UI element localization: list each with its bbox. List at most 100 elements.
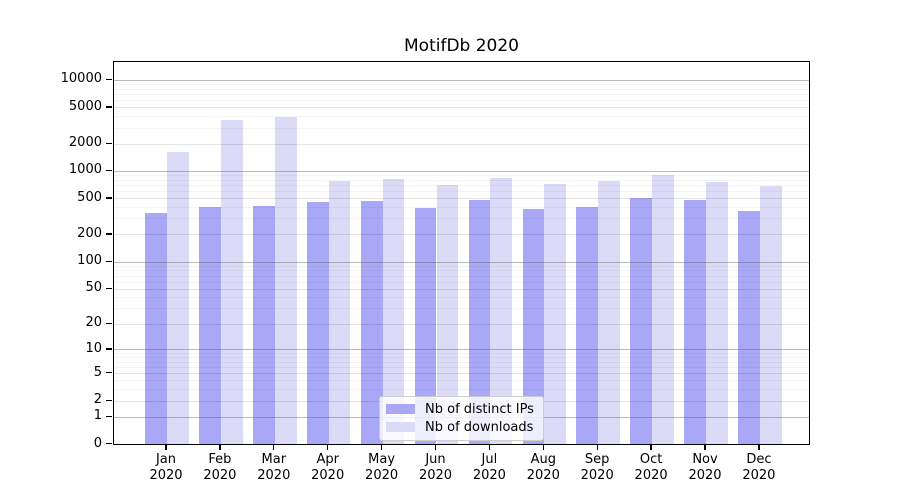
- bar-distinct-ips-jul: [468, 199, 491, 444]
- legend-item-distinct-ips: Nb of distinct IPs: [386, 401, 537, 417]
- x-tick-label-jan: Jan 2020: [149, 452, 183, 483]
- bar-distinct-ips-sep: [576, 207, 599, 444]
- gridline-4: [114, 380, 809, 382]
- bar-downloads-nov: [706, 182, 728, 444]
- y-tick-label-0: 0: [93, 435, 102, 451]
- bar-distinct-ips-nov: [684, 199, 706, 444]
- x-tick-nov: [704, 445, 706, 450]
- y-tick-label-50: 50: [85, 280, 102, 296]
- gridline-20: [114, 323, 809, 325]
- gridline-30: [114, 308, 809, 310]
- y-tick-500: [106, 197, 112, 199]
- bar-distinct-ips-jan: [145, 213, 167, 444]
- bar-downloads-sep: [598, 181, 620, 444]
- x-tick-label-may: May 2020: [365, 452, 399, 483]
- y-tick-20: [106, 322, 112, 324]
- bar-downloads-apr: [328, 181, 351, 444]
- x-tick-label-feb: Feb 2020: [203, 452, 237, 483]
- gridline-8000: [114, 88, 809, 90]
- x-tick-label-dec: Dec 2020: [742, 452, 776, 483]
- gridline-10: [114, 349, 809, 351]
- bar-downloads-jun: [436, 184, 459, 444]
- x-tick-oct: [650, 445, 652, 450]
- x-tick-sep: [596, 445, 598, 450]
- gridline-80: [114, 270, 809, 272]
- bar-distinct-ips-jun: [414, 207, 437, 444]
- gridline-6000: [114, 100, 809, 102]
- y-tick-50: [106, 287, 112, 289]
- x-tick-label-sep: Sep 2020: [580, 452, 614, 483]
- bar-downloads-jan: [167, 152, 189, 444]
- gridline-70: [114, 275, 809, 277]
- gridline-1000: [114, 170, 809, 172]
- gridline-200: [114, 234, 809, 236]
- x-tick-label-jul: Jul 2020: [472, 452, 506, 483]
- gridline-600: [114, 191, 809, 193]
- gridline-7: [114, 361, 809, 363]
- y-tick-label-200: 200: [77, 225, 102, 241]
- y-tick-label-2: 2: [93, 392, 102, 408]
- x-tick-label-apr: Apr 2020: [311, 452, 345, 483]
- y-tick-label-1000: 1000: [68, 162, 102, 178]
- gridline-2000: [114, 143, 809, 145]
- gridline-40: [114, 297, 809, 299]
- gridline-300: [114, 218, 809, 220]
- gridline-8: [114, 357, 809, 359]
- x-tick-label-mar: Mar 2020: [257, 452, 291, 483]
- gridline-100: [114, 261, 809, 263]
- bar-distinct-ips-aug: [522, 208, 545, 444]
- x-tick-jun: [434, 445, 437, 450]
- gridline-500: [114, 198, 809, 200]
- y-tick-0: [106, 443, 112, 445]
- gridline-9000: [114, 84, 809, 86]
- bar-distinct-ips-oct: [630, 198, 653, 444]
- x-tick-jul: [488, 445, 491, 450]
- y-tick-label-100: 100: [77, 253, 102, 269]
- legend-label-downloads: Nb of downloads: [425, 419, 534, 435]
- y-tick-label-500: 500: [77, 189, 102, 205]
- x-tick-apr: [327, 445, 329, 450]
- bar-distinct-ips-mar: [253, 206, 275, 444]
- bar-downloads-jul: [490, 178, 513, 444]
- gridline-3: [114, 389, 809, 391]
- y-tick-2: [106, 399, 112, 401]
- x-tick-feb: [219, 445, 221, 450]
- y-tick-1: [106, 415, 112, 417]
- legend: Nb of distinct IPs Nb of downloads: [379, 396, 544, 441]
- gridline-90: [114, 265, 809, 267]
- grid-layer: [114, 62, 809, 444]
- gridline-900: [114, 175, 809, 177]
- bar-downloads-aug: [544, 184, 567, 444]
- bar-distinct-ips-may: [360, 200, 383, 444]
- x-tick-label-nov: Nov 2020: [688, 452, 722, 483]
- bars-layer: [114, 62, 809, 444]
- bar-distinct-ips-feb: [199, 207, 221, 444]
- gridline-3000: [114, 127, 809, 129]
- gridline-700: [114, 185, 809, 187]
- x-tick-may: [380, 445, 383, 450]
- y-tick-10: [106, 348, 112, 350]
- bar-distinct-ips-apr: [306, 202, 329, 444]
- legend-item-downloads: Nb of downloads: [386, 419, 537, 435]
- bar-downloads-mar: [274, 116, 297, 444]
- gridline-60: [114, 281, 809, 283]
- y-tick-label-10000: 10000: [60, 71, 102, 87]
- y-tick-label-5000: 5000: [68, 98, 102, 114]
- gridline-400: [114, 207, 809, 209]
- y-tick-label-20: 20: [85, 315, 102, 331]
- legend-label-distinct-ips: Nb of distinct IPs: [425, 401, 534, 417]
- gridline-9: [114, 353, 809, 354]
- y-tick-5000: [106, 106, 112, 108]
- x-tick-dec: [758, 445, 760, 450]
- gridline-6: [114, 367, 809, 369]
- x-tick-label-oct: Oct 2020: [634, 452, 668, 483]
- bar-downloads-may: [382, 178, 405, 444]
- y-tick-2000: [106, 142, 112, 144]
- y-tick-10000: [106, 78, 112, 81]
- gridline-10000: [114, 79, 809, 81]
- gridline-4000: [114, 116, 809, 118]
- x-tick-label-jun: Jun 2020: [418, 452, 453, 483]
- bar-downloads-oct: [652, 174, 674, 444]
- x-tick-mar: [273, 445, 275, 450]
